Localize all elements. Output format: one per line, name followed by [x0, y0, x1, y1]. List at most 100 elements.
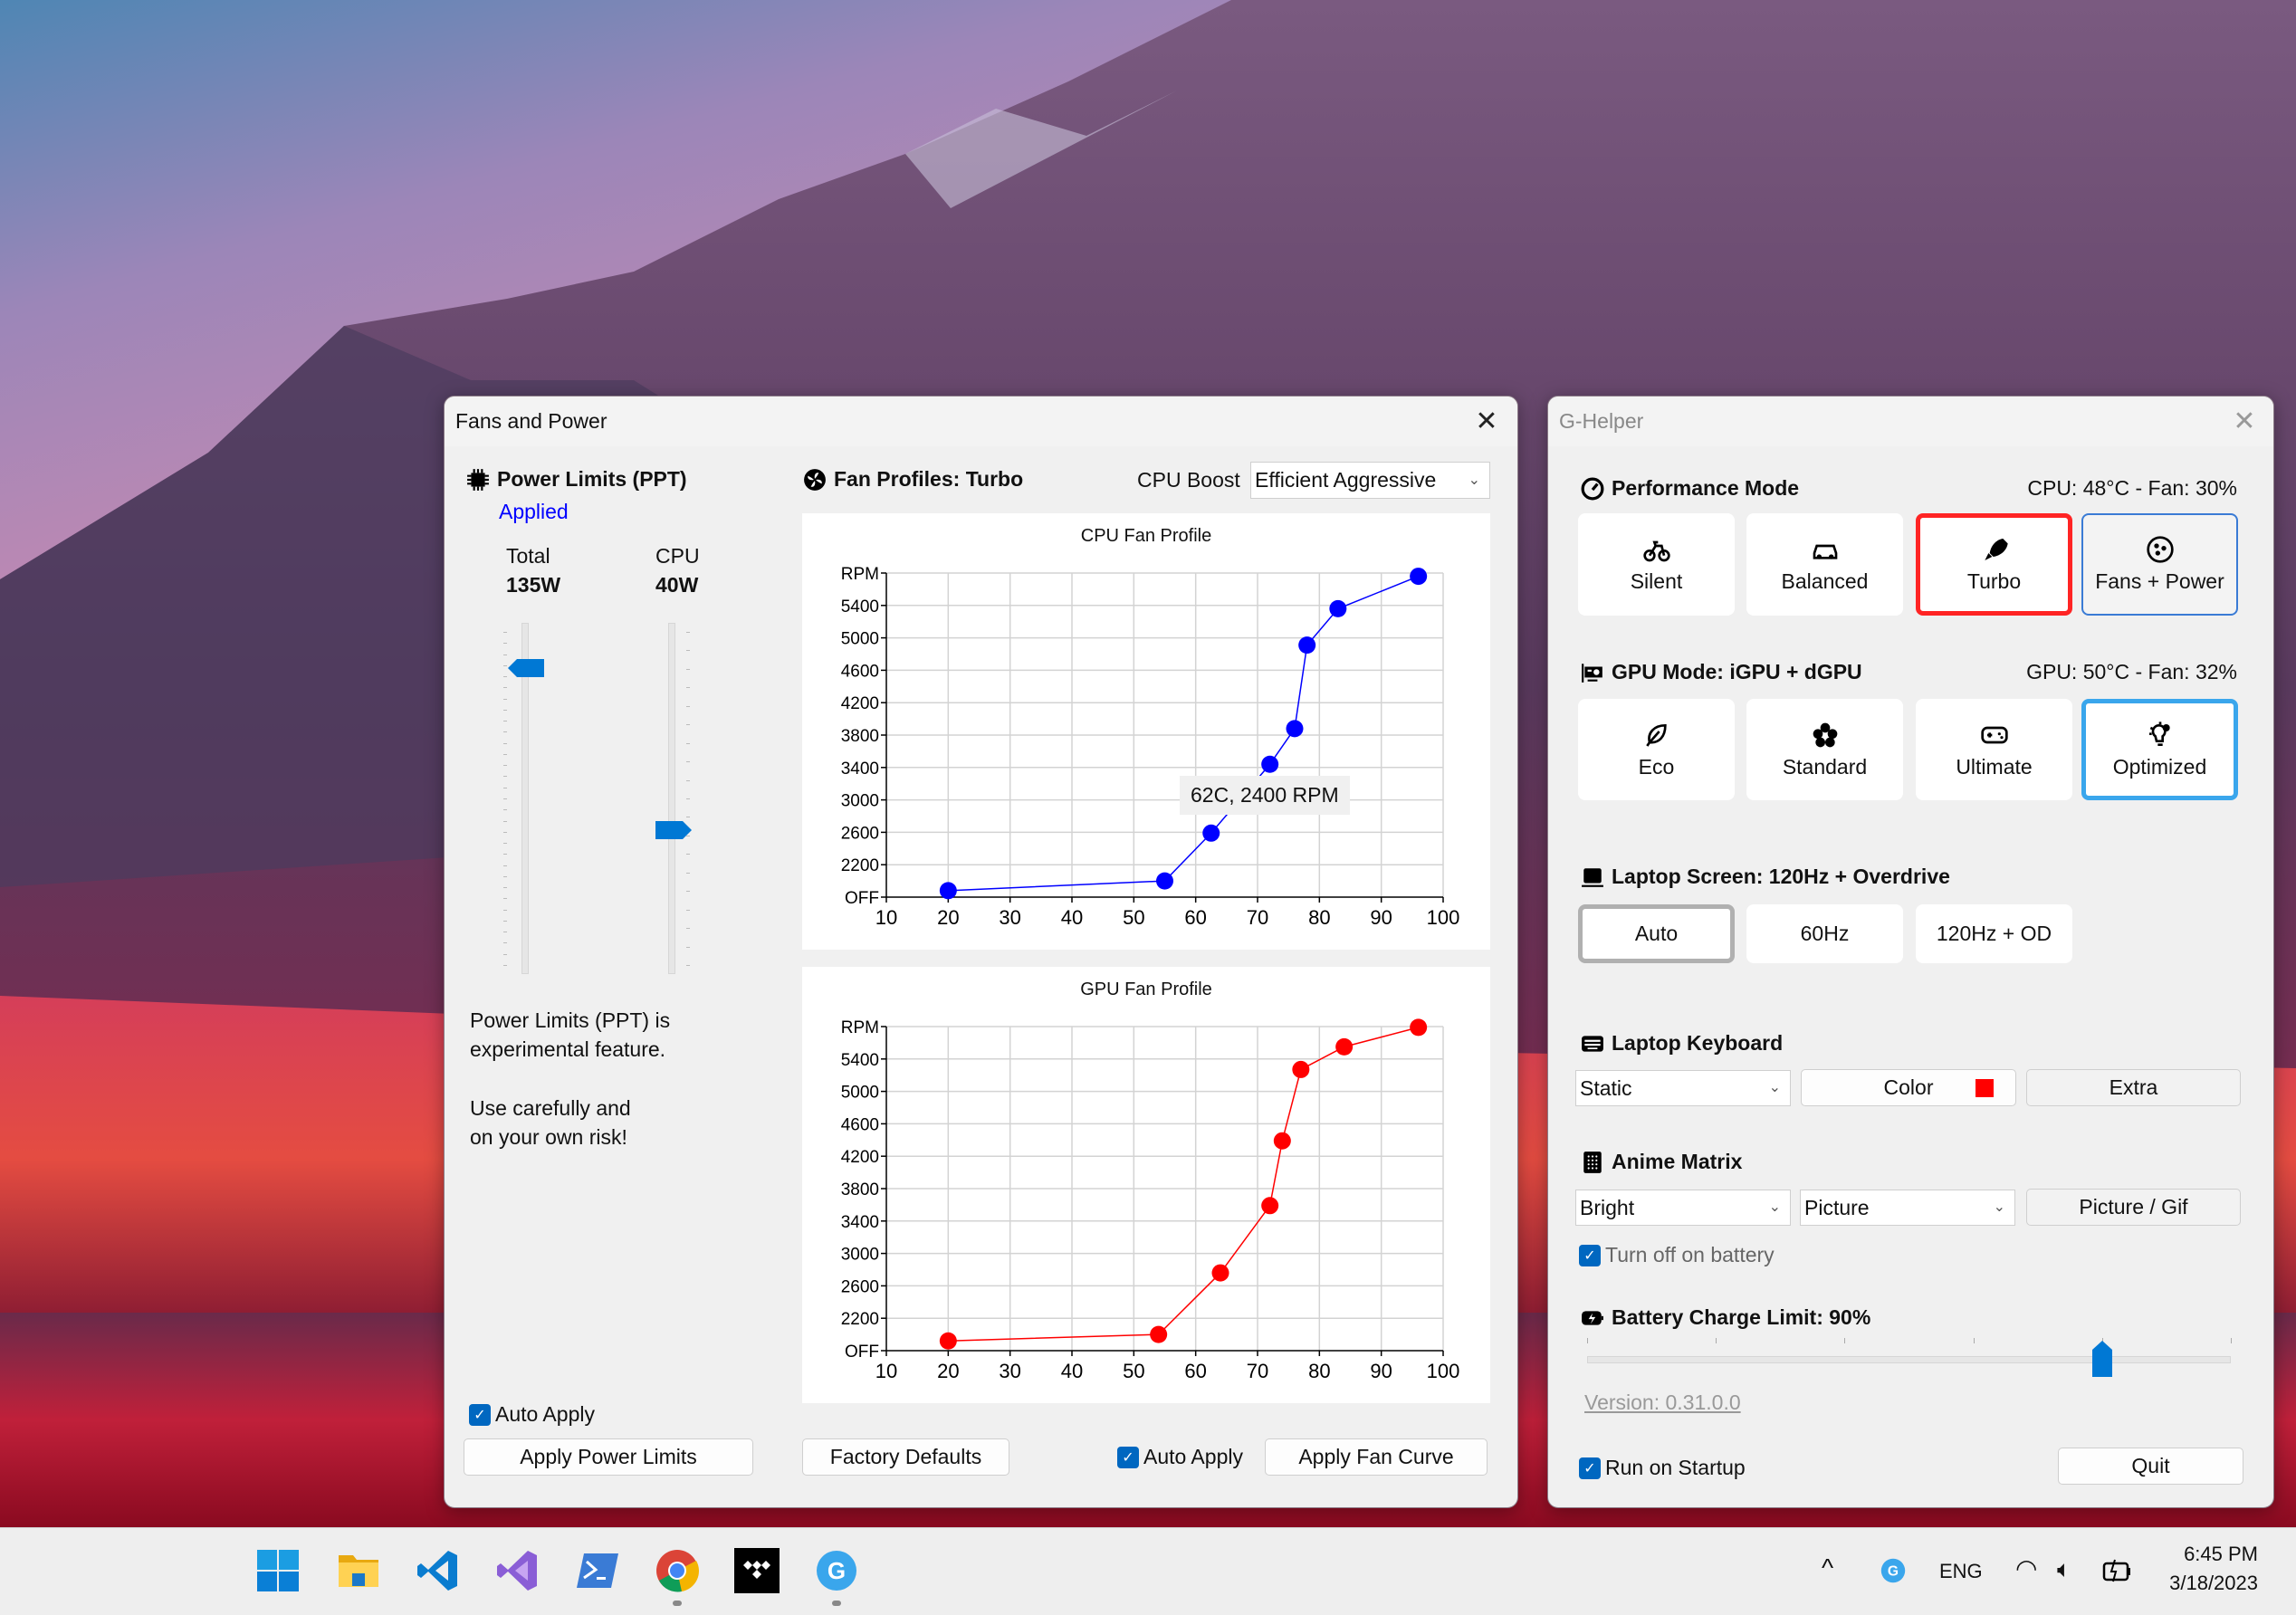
- slider-thumb[interactable]: [2091, 1341, 2112, 1377]
- keyboard-mode-value: Static: [1580, 1075, 1632, 1100]
- show-hidden-icons-chevron-icon[interactable]: ^: [1822, 1553, 1834, 1582]
- series-line: [948, 575, 1419, 892]
- slider-tick: [686, 705, 690, 707]
- anime-mode-dropdown[interactable]: Picture ⌄: [1800, 1190, 2015, 1226]
- total-power-slider[interactable]: [499, 623, 544, 974]
- data-point[interactable]: [1292, 1060, 1310, 1078]
- mode-button-standard[interactable]: Standard: [1746, 699, 1903, 800]
- slider-track: [668, 623, 675, 974]
- gpu-fan-chart[interactable]: 10 20 30 40 50 60 70 80 90 100 OFF 2200 2600 3000 3400…: [802, 967, 1490, 1403]
- speaker-icon[interactable]: 🔈︎: [2057, 1555, 2071, 1582]
- clock-time[interactable]: 6:45 PM: [2184, 1543, 2258, 1565]
- factory-defaults-button[interactable]: Factory Defaults: [802, 1438, 1009, 1476]
- tidal-icon[interactable]: [734, 1548, 780, 1593]
- wifi-icon[interactable]: ◠: [2015, 1554, 2038, 1582]
- data-point[interactable]: [1211, 1264, 1229, 1282]
- mode-button-fans-power[interactable]: Fans + Power: [2081, 513, 2238, 616]
- cpu-fan-chart-plot[interactable]: 10 20 30 40 50 60 70 80 90 100 OFF 2200 2600 3000 3400…: [802, 513, 1490, 950]
- close-icon[interactable]: ✕: [2233, 406, 2256, 436]
- data-point[interactable]: [1261, 755, 1279, 773]
- mode-button-auto[interactable]: Auto: [1578, 904, 1735, 963]
- slider-tick: [686, 909, 690, 911]
- data-point[interactable]: [1273, 1132, 1291, 1150]
- gpu-mode-header: GPU Mode: iGPU + dGPU: [1581, 660, 1862, 684]
- x-tick-label: 60: [1184, 906, 1206, 929]
- cpu-label: CPU: [655, 544, 700, 568]
- chrome-icon[interactable]: [655, 1548, 700, 1593]
- cpu-fan-chart[interactable]: 10 20 30 40 50 60 70 80 90 100 OFF 2200 2600 3000 3400…: [802, 513, 1490, 950]
- anime-brightness-dropdown[interactable]: Bright ⌄: [1575, 1190, 1791, 1226]
- quit-button[interactable]: Quit: [2058, 1448, 2243, 1485]
- battery-charge-slider[interactable]: [1587, 1333, 2232, 1379]
- ghelper-icon[interactable]: G: [814, 1548, 859, 1593]
- slider-tick: [503, 898, 507, 900]
- vscode-icon[interactable]: [416, 1548, 461, 1593]
- auto-apply-label: Auto Apply: [495, 1402, 595, 1426]
- slider-thumb[interactable]: [655, 820, 692, 839]
- data-point[interactable]: [939, 882, 957, 900]
- windows-start-icon[interactable]: [255, 1548, 301, 1593]
- data-point[interactable]: [939, 1332, 957, 1350]
- title-bar[interactable]: G-Helper ✕: [1548, 397, 2273, 446]
- powershell-icon[interactable]: [575, 1548, 620, 1593]
- slider-tick: [2231, 1338, 2232, 1343]
- data-point[interactable]: [1261, 1197, 1279, 1215]
- laptop-screen-title: Laptop Screen: 120Hz + Overdrive: [1612, 865, 1950, 888]
- slider-tick: [503, 809, 507, 811]
- mode-button-60hz[interactable]: 60Hz: [1746, 904, 1903, 963]
- y-tick-label: 4600: [841, 1115, 879, 1134]
- data-point[interactable]: [1202, 824, 1220, 842]
- power-auto-apply-checkbox[interactable]: ✓ Auto Apply: [469, 1402, 595, 1427]
- data-point[interactable]: [1156, 872, 1173, 890]
- language-indicator[interactable]: ENG: [1939, 1560, 1983, 1582]
- data-point[interactable]: [1410, 568, 1428, 586]
- checkmark-icon: ✓: [1579, 1457, 1601, 1479]
- gpu-fan-chart-plot[interactable]: 10 20 30 40 50 60 70 80 90 100 OFF 2200 2600 3000 3400…: [802, 967, 1490, 1403]
- clock-date[interactable]: 3/18/2023: [2169, 1572, 2258, 1594]
- cpu-boost-dropdown[interactable]: Efficient Aggressive ⌄: [1250, 462, 1490, 499]
- data-point[interactable]: [1298, 636, 1316, 655]
- file-explorer-icon[interactable]: [336, 1548, 381, 1593]
- ghelper-tray-icon[interactable]: G: [1880, 1557, 1907, 1584]
- data-point[interactable]: [1335, 1037, 1354, 1056]
- close-icon[interactable]: ✕: [1475, 406, 1498, 436]
- keyboard-mode-dropdown[interactable]: Static ⌄: [1575, 1070, 1791, 1106]
- slider-tick: [1973, 1338, 1975, 1343]
- mode-button-ultimate[interactable]: Ultimate: [1916, 699, 2072, 800]
- turn-off-on-battery-checkbox[interactable]: ✓ Turn off on battery: [1579, 1243, 1775, 1267]
- mode-label: Optimized: [2112, 754, 2207, 779]
- version-link[interactable]: Version: 0.31.0.0: [1584, 1390, 1741, 1414]
- y-tick-label: 5400: [841, 597, 879, 616]
- apply-power-limits-button[interactable]: Apply Power Limits: [464, 1438, 753, 1476]
- mode-label: Auto: [1634, 922, 1679, 945]
- mode-button-optimized[interactable]: Optimized: [2081, 699, 2238, 800]
- keyboard-color-button[interactable]: Color: [1801, 1069, 2016, 1106]
- slider-tick: [686, 779, 690, 781]
- mode-button-eco[interactable]: Eco: [1578, 699, 1735, 800]
- picture-gif-button[interactable]: Picture / Gif: [2026, 1189, 2241, 1226]
- fan-profiles-title: Fan Profiles: Turbo: [834, 467, 1024, 491]
- fan-auto-apply-checkbox[interactable]: ✓ Auto Apply: [1117, 1445, 1243, 1469]
- gpu-status: GPU: 50°C - Fan: 32%: [2026, 660, 2237, 683]
- run-on-startup-checkbox[interactable]: ✓ Run on Startup: [1579, 1456, 1746, 1480]
- keyboard-extra-button[interactable]: Extra: [2026, 1069, 2241, 1106]
- visual-studio-icon[interactable]: [495, 1548, 541, 1593]
- cpu-boost-value: Efficient Aggressive: [1255, 468, 1437, 492]
- mode-button-silent[interactable]: Silent: [1578, 513, 1735, 616]
- slider-track: [521, 623, 529, 974]
- data-point[interactable]: [1410, 1018, 1428, 1037]
- mode-button-120hz-od[interactable]: 120Hz + OD: [1916, 904, 2072, 963]
- data-point[interactable]: [1329, 599, 1347, 617]
- data-point[interactable]: [1150, 1325, 1168, 1343]
- mode-button-turbo[interactable]: Turbo: [1916, 513, 2072, 616]
- x-tick-label: 30: [999, 1360, 1020, 1382]
- slider-thumb[interactable]: [508, 659, 544, 678]
- data-point[interactable]: [1286, 720, 1304, 738]
- cpu-power-slider[interactable]: [648, 623, 694, 974]
- y-tick-label: 5000: [841, 1084, 879, 1103]
- mode-button-balanced[interactable]: Balanced: [1746, 513, 1903, 616]
- mode-label: Fans + Power: [2095, 569, 2224, 593]
- title-bar[interactable]: Fans and Power ✕: [445, 397, 1517, 446]
- battery-icon[interactable]: [2102, 1558, 2131, 1583]
- apply-fan-curve-button[interactable]: Apply Fan Curve: [1265, 1438, 1488, 1476]
